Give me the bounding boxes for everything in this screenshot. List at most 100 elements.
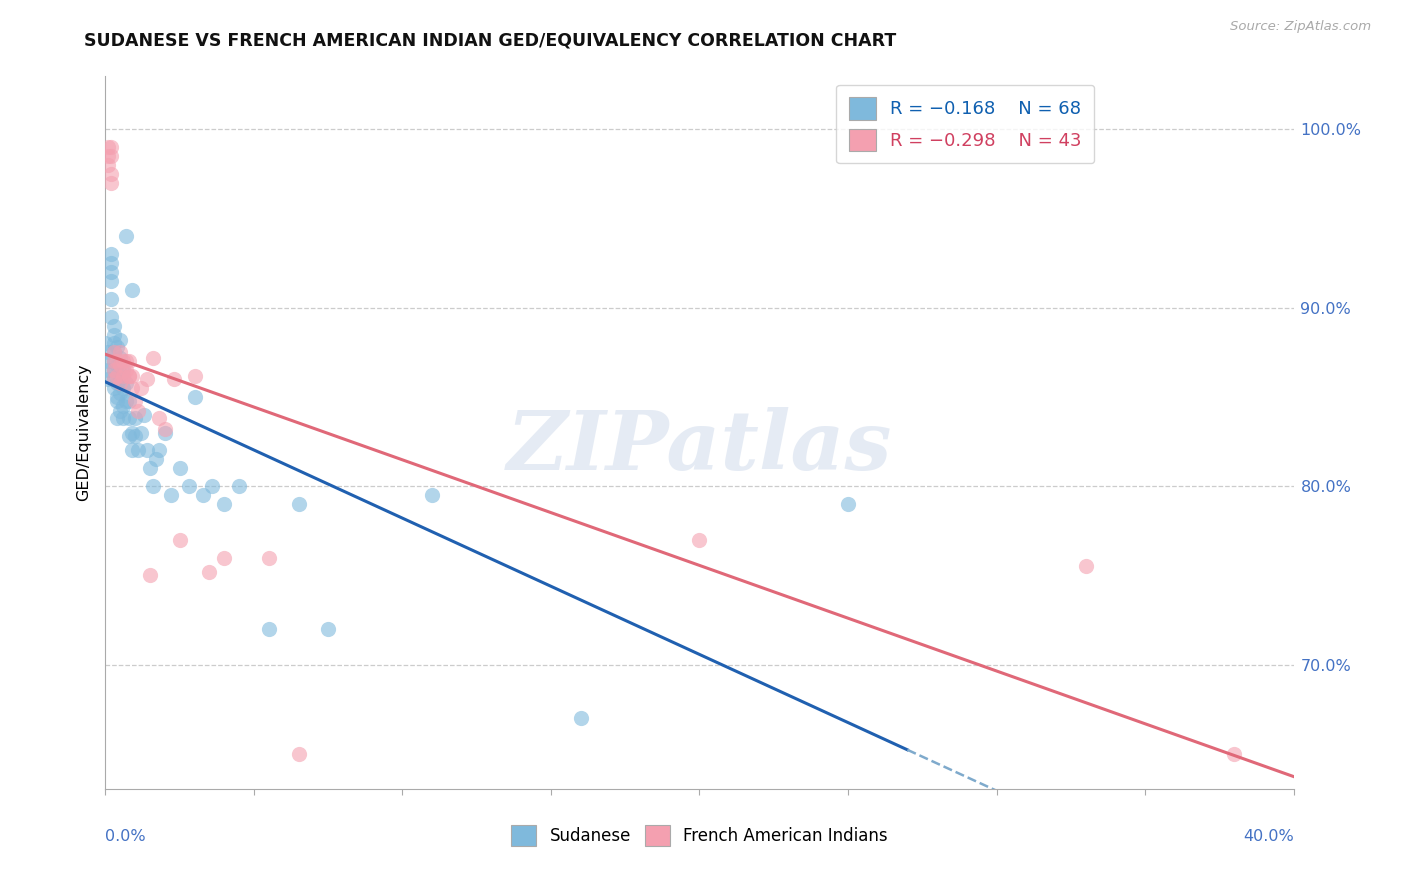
Point: [118, 368, 141, 383]
Point: [97, 354, 120, 368]
Point: [103, 354, 125, 368]
Point: [105, 354, 128, 368]
Point: [110, 386, 132, 401]
Point: [105, 411, 128, 425]
Point: [142, 351, 165, 365]
Point: [145, 452, 167, 467]
Point: [121, 425, 143, 440]
Point: [105, 376, 128, 390]
Point: [193, 488, 215, 502]
Point: [115, 376, 138, 390]
Point: [103, 381, 125, 395]
Text: ZIPatlas: ZIPatlas: [506, 407, 893, 487]
Point: [115, 393, 138, 408]
Point: [159, 488, 181, 502]
Y-axis label: GED/Equivalency: GED/Equivalency: [76, 364, 91, 501]
Point: [118, 354, 141, 368]
Point: [97, 149, 120, 163]
Point: [103, 336, 125, 351]
Point: [100, 247, 122, 261]
Text: Source: ZipAtlas.com: Source: ZipAtlas.com: [1230, 20, 1371, 33]
Point: [136, 443, 159, 458]
Point: [110, 368, 132, 383]
Legend: Sudanese, French American Indians: Sudanese, French American Indians: [505, 819, 894, 853]
Point: [100, 265, 122, 279]
Point: [129, 425, 152, 440]
Point: [569, 711, 592, 725]
Point: [110, 351, 132, 365]
Point: [124, 393, 146, 408]
Point: [112, 363, 135, 377]
Point: [169, 461, 191, 475]
Point: [110, 345, 132, 359]
Point: [198, 565, 221, 579]
Point: [115, 354, 138, 368]
Point: [100, 167, 122, 181]
Point: [103, 363, 125, 377]
Point: [103, 345, 125, 359]
Point: [139, 568, 162, 582]
Point: [100, 292, 122, 306]
Point: [103, 345, 125, 359]
Point: [97, 158, 120, 172]
Point: [214, 497, 236, 511]
Point: [121, 443, 143, 458]
Point: [1074, 559, 1097, 574]
Point: [121, 368, 143, 383]
Point: [103, 372, 125, 386]
Point: [97, 372, 120, 386]
Point: [105, 358, 128, 372]
Point: [100, 310, 122, 324]
Point: [97, 140, 120, 154]
Point: [103, 318, 125, 333]
Text: SUDANESE VS FRENCH AMERICAN INDIAN GED/EQUIVALENCY CORRELATION CHART: SUDANESE VS FRENCH AMERICAN INDIAN GED/E…: [84, 31, 897, 49]
Point: [115, 229, 138, 244]
Point: [177, 479, 200, 493]
Point: [94, 336, 117, 351]
Point: [201, 479, 224, 493]
Point: [132, 408, 155, 422]
Point: [148, 411, 170, 425]
Point: [112, 368, 135, 383]
Point: [112, 411, 135, 425]
Point: [153, 422, 176, 436]
Point: [139, 461, 162, 475]
Point: [257, 622, 280, 636]
Point: [118, 429, 141, 443]
Point: [118, 368, 141, 383]
Text: 40.0%: 40.0%: [1243, 829, 1294, 844]
Point: [316, 622, 339, 636]
Point: [112, 354, 135, 368]
Point: [110, 358, 132, 372]
Point: [110, 404, 132, 418]
Point: [105, 340, 128, 354]
Point: [837, 497, 859, 511]
Point: [100, 140, 122, 154]
Point: [118, 393, 141, 408]
Point: [287, 747, 309, 761]
Point: [228, 479, 250, 493]
Point: [124, 429, 146, 443]
Point: [136, 372, 159, 386]
Point: [163, 372, 186, 386]
Point: [118, 411, 141, 425]
Point: [103, 372, 125, 386]
Point: [100, 149, 122, 163]
Point: [115, 363, 138, 377]
Point: [129, 381, 152, 395]
Text: 0.0%: 0.0%: [105, 829, 146, 844]
Point: [105, 368, 128, 383]
Point: [148, 443, 170, 458]
Point: [153, 425, 176, 440]
Point: [689, 533, 711, 547]
Point: [100, 256, 122, 270]
Point: [183, 390, 205, 404]
Point: [127, 443, 149, 458]
Point: [112, 399, 135, 413]
Point: [257, 550, 280, 565]
Point: [105, 393, 128, 408]
Point: [1223, 747, 1246, 761]
Point: [103, 354, 125, 368]
Point: [183, 368, 205, 383]
Point: [112, 381, 135, 395]
